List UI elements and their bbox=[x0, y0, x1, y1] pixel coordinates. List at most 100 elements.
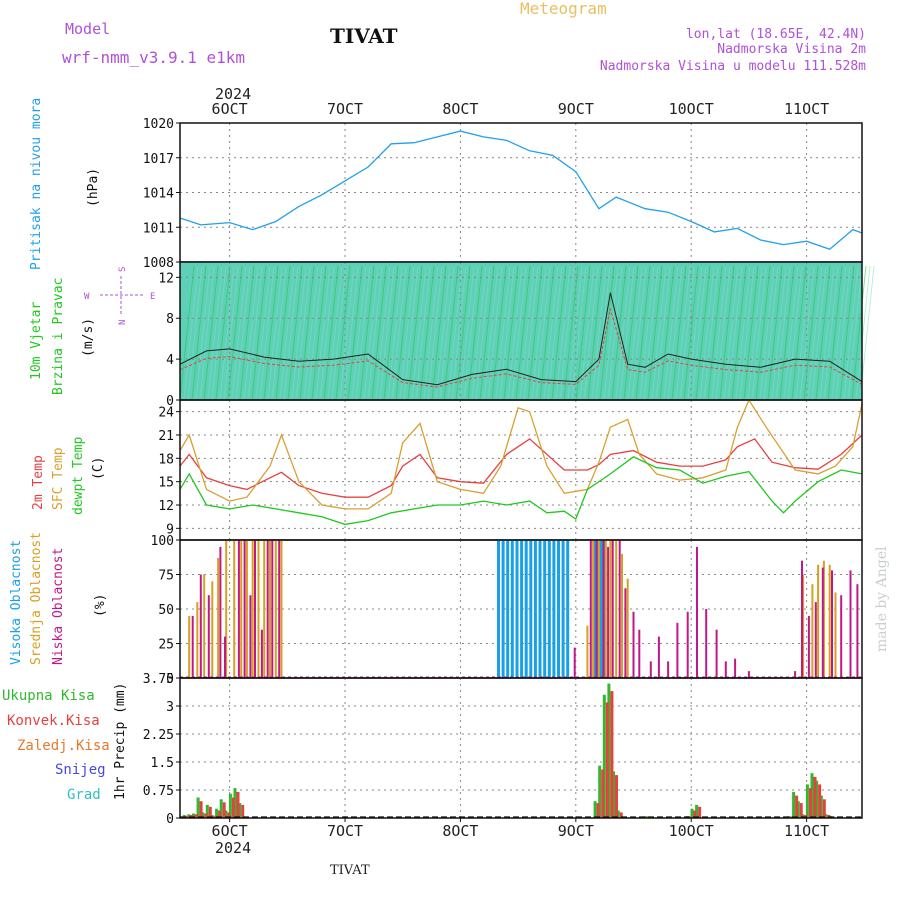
top-time-ticks: 6OCT 7OCT 8OCT 9OCT 10OCT 11OCT bbox=[212, 100, 830, 118]
wind-gust-line bbox=[179, 308, 863, 388]
bar bbox=[211, 581, 214, 678]
series-line bbox=[179, 292, 863, 386]
wind-barb-stroke bbox=[403, 265, 419, 401]
time-tick-label: 9OCT bbox=[558, 822, 594, 840]
wind-barb-stroke bbox=[579, 265, 595, 401]
wind-barb-stroke bbox=[335, 265, 351, 401]
wind-barb-stroke bbox=[795, 265, 811, 401]
wind-barb-stroke bbox=[707, 265, 723, 401]
wind-barb-stroke bbox=[387, 265, 403, 401]
time-tick-label: 11OCT bbox=[784, 822, 829, 840]
wind-barb-stroke bbox=[455, 265, 471, 401]
bar bbox=[831, 570, 833, 678]
wind-barb-stroke bbox=[835, 265, 851, 401]
bar bbox=[561, 540, 565, 678]
temp-ylabel-dewpt: dewpt Temp bbox=[71, 437, 86, 515]
wind-barb-stroke bbox=[543, 265, 559, 401]
bar bbox=[233, 788, 237, 818]
wind-barb-stroke bbox=[663, 265, 679, 401]
bar bbox=[515, 540, 519, 678]
wind-barb-stroke bbox=[727, 265, 743, 401]
bar bbox=[657, 636, 660, 678]
bar bbox=[819, 795, 823, 818]
wind-barb-stroke bbox=[815, 265, 831, 401]
bar bbox=[520, 540, 524, 678]
wind-barb-stroke bbox=[195, 265, 211, 401]
wind-barb-stroke bbox=[643, 265, 659, 401]
wind-barb-stroke bbox=[635, 265, 651, 401]
y-tick-label: 1.5 bbox=[151, 756, 174, 771]
wind-barb-stroke bbox=[275, 265, 291, 401]
precip-ylabel: 1hr Precip (mm) bbox=[113, 683, 128, 800]
bar bbox=[616, 810, 620, 818]
bar bbox=[610, 691, 614, 818]
bar bbox=[199, 801, 203, 818]
temp-ylabel-2m: 2m Temp bbox=[31, 455, 46, 510]
bar bbox=[817, 564, 820, 678]
wind-barb-stroke bbox=[659, 265, 675, 401]
wind-barb-stroke bbox=[615, 265, 631, 401]
year-label-bottom: 2024 bbox=[215, 839, 251, 857]
bar bbox=[611, 540, 614, 678]
wind-barb-stroke bbox=[783, 265, 799, 401]
bar bbox=[199, 574, 202, 678]
legend-snow: Snijeg bbox=[55, 762, 106, 778]
bar bbox=[227, 812, 231, 818]
wind-barb-stroke bbox=[399, 265, 415, 401]
wind-barb-stroke bbox=[847, 265, 863, 401]
wind-barb-stroke bbox=[479, 265, 495, 401]
wind-barb-stroke bbox=[227, 265, 243, 401]
wind-barb-stroke bbox=[631, 265, 647, 401]
wind-barb-stroke bbox=[711, 265, 727, 401]
bar bbox=[196, 602, 199, 678]
wind-barb-stroke bbox=[235, 265, 251, 401]
temp-unit: (C) bbox=[91, 457, 106, 480]
wind-barb-stroke bbox=[463, 265, 479, 401]
cloud-ylabel-mid: Srednja Oblacnost bbox=[29, 532, 44, 665]
bar bbox=[219, 799, 223, 818]
bar bbox=[254, 540, 256, 678]
y-tick-label: 0 bbox=[166, 394, 174, 409]
bar bbox=[238, 803, 242, 818]
bar bbox=[213, 815, 217, 818]
wind-barb-stroke bbox=[819, 265, 835, 401]
station-title: TIVAT bbox=[330, 24, 398, 48]
wind-barb-stroke bbox=[703, 265, 719, 401]
wind-barb-stroke bbox=[299, 265, 315, 401]
legend-hail: Grad bbox=[67, 787, 101, 803]
wind-barb-stroke bbox=[507, 265, 523, 401]
y-tick-label: 0 bbox=[166, 812, 174, 827]
wind-barb-stroke bbox=[371, 265, 387, 401]
wind-barb-stroke bbox=[515, 265, 531, 401]
model-name: wrf-nmm_v3.9.1 e1km bbox=[62, 48, 245, 67]
bar bbox=[237, 540, 240, 678]
wind-barb-stroke bbox=[671, 265, 687, 401]
wind-barb-stroke bbox=[439, 265, 455, 401]
temperature-panel: 9 12 15 18 21 24 bbox=[158, 398, 863, 541]
bar bbox=[601, 769, 605, 818]
bar bbox=[205, 804, 209, 818]
bar bbox=[236, 791, 240, 818]
y-tick-label: 1008 bbox=[143, 256, 174, 271]
wind-barb-stroke bbox=[619, 265, 635, 401]
wind-barb-stroke bbox=[239, 265, 255, 401]
wind-barb-stroke bbox=[347, 265, 363, 401]
time-tick-label: 7OCT bbox=[327, 822, 363, 840]
wind-barb-stroke bbox=[355, 265, 371, 401]
wind-barb-stroke bbox=[667, 265, 683, 401]
bar bbox=[747, 671, 750, 678]
panel-frame bbox=[179, 677, 863, 819]
wind-barb-stroke bbox=[303, 265, 319, 401]
cloud-ylabel-low: Niska Oblacnost bbox=[51, 548, 66, 665]
bar bbox=[224, 636, 226, 678]
bar bbox=[552, 540, 556, 678]
cloud-panel: 0 25 50 75 100 bbox=[151, 534, 863, 687]
bar bbox=[233, 540, 236, 678]
bar bbox=[615, 775, 618, 818]
wind-barb-stroke bbox=[647, 265, 663, 401]
bar bbox=[638, 629, 641, 678]
time-tick-label: 10OCT bbox=[669, 822, 714, 840]
compass-e: E bbox=[150, 292, 155, 302]
pressure-unit: (hPa) bbox=[86, 168, 101, 207]
lonlat-label: lon,lat (18.65E, 42.4N) bbox=[686, 27, 866, 42]
